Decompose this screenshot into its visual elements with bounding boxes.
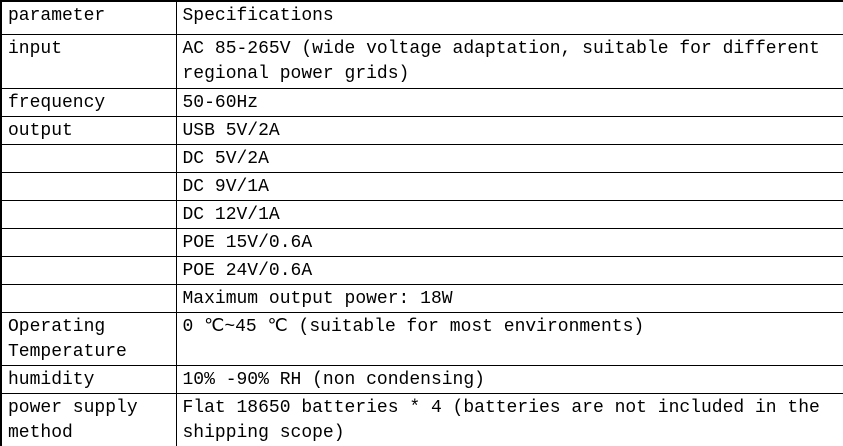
table-row: DC 9V/1A — [0, 171, 843, 201]
parameter-cell: frequency — [0, 87, 177, 117]
parameter-cell — [0, 199, 177, 229]
table-row: output USB 5V/2A — [0, 115, 843, 145]
specification-cell: Maximum output power: 18W — [175, 283, 843, 313]
table-row: input AC 85-265V (wide voltage adaptation… — [0, 33, 843, 89]
specification-cell: AC 85-265V (wide voltage adaptation, sui… — [175, 33, 843, 89]
table-row: Operating Temperature 0 ℃~45 ℃ (suitable … — [0, 311, 843, 366]
table-row: Maximum output power: 18W — [0, 283, 843, 313]
parameter-cell — [0, 255, 177, 285]
specification-cell: 10% -90% RH (non condensing) — [175, 364, 843, 394]
specification-cell: 0 ℃~45 ℃ (suitable for most environments… — [175, 311, 843, 366]
parameter-cell: output — [0, 115, 177, 145]
table-row: humidity 10% -90% RH (non condensing) — [0, 364, 843, 394]
parameter-cell — [0, 143, 177, 173]
specification-cell: POE 15V/0.6A — [175, 227, 843, 257]
table-header-row: parameter Specifications — [0, 0, 843, 35]
parameter-cell — [0, 227, 177, 257]
header-cell-parameter: parameter — [0, 0, 177, 35]
table-row: DC 5V/2A — [0, 143, 843, 173]
table-row: POE 15V/0.6A — [0, 227, 843, 257]
header-cell-specifications: Specifications — [175, 0, 843, 35]
parameter-cell: power supply method — [0, 392, 177, 446]
table-row: frequency 50-60Hz — [0, 87, 843, 117]
table-row: POE 24V/0.6A — [0, 255, 843, 285]
specification-cell: DC 5V/2A — [175, 143, 843, 173]
specification-cell: DC 9V/1A — [175, 171, 843, 201]
table-row: power supply method Flat 18650 batteries … — [0, 392, 843, 446]
specification-cell: 50-60Hz — [175, 87, 843, 117]
specification-cell: DC 12V/1A — [175, 199, 843, 229]
parameter-cell: humidity — [0, 364, 177, 394]
specification-cell: POE 24V/0.6A — [175, 255, 843, 285]
table-row: DC 12V/1A — [0, 199, 843, 229]
parameter-cell: input — [0, 33, 177, 89]
parameter-cell: Operating Temperature — [0, 311, 177, 366]
specification-cell: Flat 18650 batteries * 4 (batteries are … — [175, 392, 843, 446]
specification-cell: USB 5V/2A — [175, 115, 843, 145]
parameter-cell — [0, 283, 177, 313]
parameter-cell — [0, 171, 177, 201]
